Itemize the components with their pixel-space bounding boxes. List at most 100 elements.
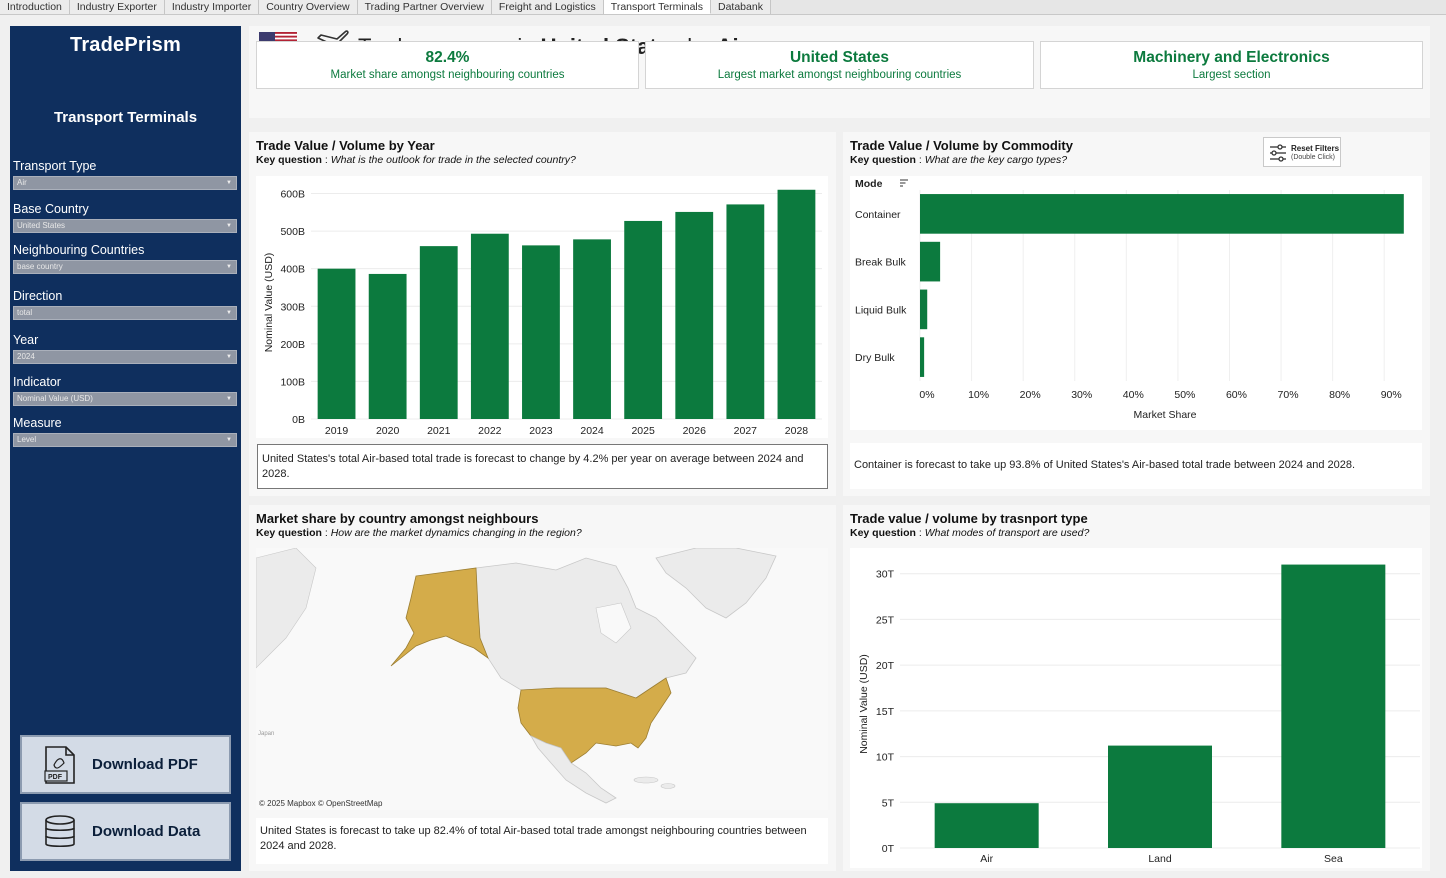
x-tick-label: 90% bbox=[1381, 389, 1402, 401]
bar-2020 bbox=[368, 273, 407, 419]
bar-2028 bbox=[777, 189, 816, 419]
bar-2027 bbox=[726, 204, 765, 419]
kpi-largest-section: Machinery and Electronics Largest sectio… bbox=[1040, 41, 1423, 89]
key-question: Key question : What are the key cargo ty… bbox=[850, 154, 1068, 166]
year-chart-area: 0B 100B 200B 300B 400B 500B 600B Nominal Value … bbox=[256, 176, 828, 438]
filter-direction: Direction total ▼ bbox=[13, 289, 237, 320]
x-tick-label: 40% bbox=[1123, 389, 1144, 401]
y-tick-label: 20T bbox=[876, 660, 895, 672]
sidebar-title: Transport Terminals bbox=[53, 109, 198, 126]
tab-databank[interactable]: Databank bbox=[711, 0, 771, 14]
chevron-down-icon: ▼ bbox=[226, 396, 232, 402]
tab-industry-exporter[interactable]: Industry Exporter bbox=[69, 0, 165, 14]
download-data-label: Download Data bbox=[92, 823, 201, 840]
panel-transport-type: Trade value / volume by trasnport type K… bbox=[843, 505, 1430, 871]
y-tick-label: Dry Bulk bbox=[855, 352, 895, 364]
bar-sea bbox=[1281, 564, 1386, 848]
filter-measure: Measure Level ▼ bbox=[13, 416, 237, 447]
filter-label: Measure bbox=[13, 416, 62, 430]
alaska-shape bbox=[390, 567, 489, 667]
tab-industry-importer[interactable]: Industry Importer bbox=[164, 0, 260, 14]
y-tick-label: Container bbox=[855, 209, 901, 221]
download-pdf-button[interactable]: PDF Download PDF bbox=[20, 735, 231, 794]
chevron-down-icon: ▼ bbox=[226, 223, 232, 229]
y-tick-label: 100B bbox=[280, 376, 305, 388]
chevron-down-icon: ▼ bbox=[226, 180, 232, 186]
bar-container bbox=[920, 194, 1404, 234]
kpi-label: Largest market amongst neighbouring coun… bbox=[717, 69, 962, 81]
transport-chart-area: 0T 5T 10T 15T 20T 25T 30T Nominal Value (USD) Ai… bbox=[850, 548, 1422, 868]
panel-market-share-map: Market share by country amongst neighbou… bbox=[249, 505, 836, 871]
select-value: Level bbox=[17, 435, 37, 444]
bar-2024 bbox=[573, 239, 611, 419]
panel-trade-by-year: Trade Value / Volume by Year Key questio… bbox=[249, 132, 836, 496]
key-question-label: Key question bbox=[256, 154, 322, 166]
bar-break-bulk bbox=[920, 241, 941, 282]
mexico-shape bbox=[530, 735, 617, 804]
bar-2021 bbox=[419, 246, 458, 419]
y-tick-label: 30T bbox=[876, 569, 895, 581]
x-tick-label: 2025 bbox=[631, 425, 655, 437]
year-bar-chart: 0B 100B 200B 300B 400B 500B 600B Nominal Value … bbox=[263, 189, 822, 437]
x-tick-label: 30% bbox=[1071, 389, 1092, 401]
neighbouring-countries-select[interactable]: base country ▼ bbox=[13, 260, 237, 274]
y-tick-label: 300B bbox=[280, 301, 305, 313]
chevron-down-icon: ▼ bbox=[226, 437, 232, 443]
kpi-market-share: 82.4% Market share amongst neighbouring … bbox=[256, 41, 639, 89]
select-value: base country bbox=[17, 262, 63, 271]
key-question-text: What are the key cargo types? bbox=[924, 154, 1068, 166]
bar-air bbox=[934, 803, 1039, 848]
chevron-down-icon: ▼ bbox=[226, 310, 232, 316]
asia-shape bbox=[256, 548, 317, 669]
filter-transport-type: Transport Type Air ▼ bbox=[13, 159, 237, 190]
commodity-bar-chart: 0% 10% 20% 30% 40% 50% 60% 70% 80% 90% Market Shar… bbox=[855, 178, 1404, 421]
chevron-down-icon: ▼ bbox=[226, 264, 232, 270]
y-tick-label: 10T bbox=[876, 752, 895, 764]
tab-freight-and-logistics[interactable]: Freight and Logistics bbox=[491, 0, 604, 14]
bar-2022 bbox=[470, 233, 509, 419]
tab-country-overview[interactable]: Country Overview bbox=[259, 0, 358, 14]
x-axis-title: Market Share bbox=[1133, 409, 1196, 421]
reset-filters-button[interactable]: Reset Filters (Double Click) bbox=[1263, 137, 1341, 167]
key-question: Key question : What is the outlook for t… bbox=[256, 154, 576, 166]
x-tick-label: 2026 bbox=[683, 425, 707, 437]
x-tick-label: 50% bbox=[1174, 389, 1195, 401]
y-tick-label: Break Bulk bbox=[855, 257, 907, 269]
x-tick-label: 2024 bbox=[580, 425, 604, 437]
base-country-select[interactable]: United States ▼ bbox=[13, 219, 237, 233]
panel-title: Trade Value / Volume by Commodity bbox=[850, 138, 1073, 153]
y-tick-label: 400B bbox=[280, 264, 305, 276]
panel-trade-by-commodity: Trade Value / Volume by Commodity Key qu… bbox=[843, 132, 1430, 496]
key-question-label: Key question bbox=[850, 527, 916, 539]
chevron-down-icon: ▼ bbox=[226, 354, 232, 360]
filter-indicator: Indicator Nominal Value (USD) ▼ bbox=[13, 375, 237, 406]
panel-title: Market share by country amongst neighbou… bbox=[256, 511, 539, 526]
y-tick-label: 0B bbox=[292, 414, 305, 426]
map-area[interactable]: Japan © 2025 Mapbox © OpenStreetMap bbox=[256, 548, 828, 810]
bar-2023 bbox=[522, 245, 560, 419]
kpi-value: United States bbox=[789, 49, 890, 66]
north-america-map: Japan bbox=[256, 548, 828, 810]
brand-logo: TradePrism bbox=[70, 34, 181, 56]
year-note: United States's total Air-based total tr… bbox=[257, 444, 828, 489]
download-data-button[interactable]: Download Data bbox=[20, 802, 231, 861]
indicator-select[interactable]: Nominal Value (USD) ▼ bbox=[13, 392, 237, 406]
key-question-label: Key question bbox=[256, 527, 322, 539]
direction-select[interactable]: total ▼ bbox=[13, 306, 237, 320]
pdf-file-icon: PDF bbox=[44, 745, 75, 784]
x-tick-label: 2023 bbox=[529, 425, 553, 437]
key-question-text: What modes of transport are used? bbox=[924, 527, 1090, 539]
x-tick-label: 2019 bbox=[325, 425, 349, 437]
y-axis-title: Nominal Value (USD) bbox=[858, 654, 870, 754]
key-question-text: How are the market dynamics changing in … bbox=[330, 527, 582, 539]
tab-transport-terminals[interactable]: Transport Terminals bbox=[603, 0, 711, 14]
x-tick-label: 2027 bbox=[734, 425, 758, 437]
measure-select[interactable]: Level ▼ bbox=[13, 433, 237, 447]
transport-type-select[interactable]: Air ▼ bbox=[13, 176, 237, 190]
tab-introduction[interactable]: Introduction bbox=[0, 0, 70, 14]
y-tick-label: 0T bbox=[882, 843, 895, 855]
x-tick-label: 2020 bbox=[376, 425, 400, 437]
year-select[interactable]: 2024 ▼ bbox=[13, 350, 237, 364]
tab-trading-partner-overview[interactable]: Trading Partner Overview bbox=[357, 0, 492, 14]
y-tick-label: 15T bbox=[876, 706, 895, 718]
